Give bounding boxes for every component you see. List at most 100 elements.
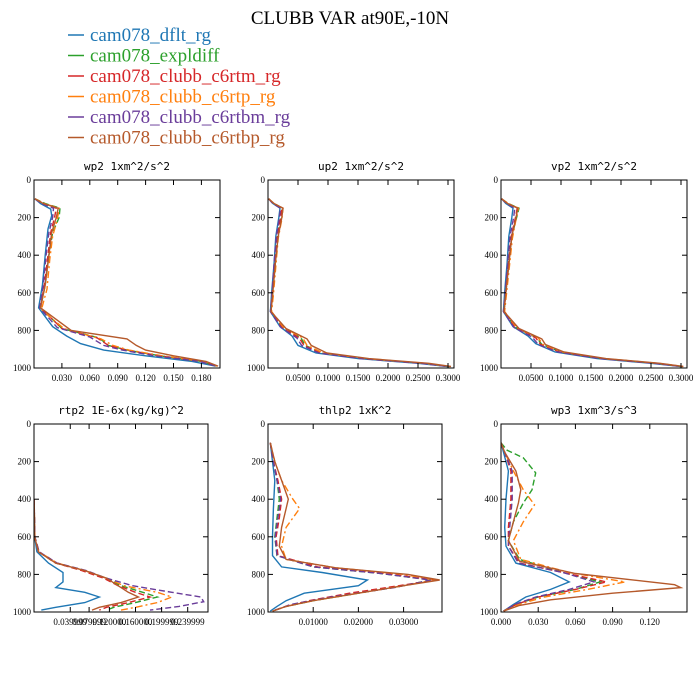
plot-frame — [267, 179, 455, 369]
x-tick-label: 0.199999 — [145, 617, 179, 627]
panel-4: rtp2 1E-6x(kg/kg)^2 0 200 400 600 800 1000 0.03… — [13, 404, 209, 627]
series-line-1 — [34, 198, 216, 367]
series-line-1 — [501, 442, 571, 612]
legend-label: cam078_clubb_c6rtp_rg — [90, 87, 276, 108]
y-tick-label: 1000 — [247, 363, 266, 373]
legend-label: cam078_clubb_c6rtm_rg — [90, 66, 281, 87]
x-tick-label: 0.1000 — [316, 373, 341, 383]
y-tick-label: 600 — [485, 288, 499, 298]
y-tick-label: 0 — [261, 175, 266, 185]
panel-title: thlp2 1xK^2 — [319, 404, 392, 417]
y-tick-label: 400 — [485, 250, 499, 260]
x-tick-label: 0.079999 — [72, 617, 106, 627]
y-tick-label: 200 — [18, 213, 32, 223]
y-tick-label: 0 — [27, 175, 32, 185]
y-tick-label: 400 — [18, 250, 32, 260]
y-tick-label: 200 — [252, 457, 266, 467]
legend-label: cam078_expldiff — [90, 46, 220, 67]
x-tick-label: 0.120000 — [93, 617, 127, 627]
legend-label: cam078_clubb_c6rtbp_rg — [90, 128, 285, 149]
x-tick-label: 0.1000 — [549, 373, 574, 383]
series-line-6 — [34, 499, 141, 611]
x-tick-label: 0.120 — [135, 373, 156, 383]
x-tick-label: 0.090 — [108, 373, 129, 383]
y-tick-label: 600 — [18, 288, 32, 298]
series-line-3 — [34, 499, 153, 611]
x-tick-label: 0.1500 — [346, 373, 371, 383]
series-line-5 — [501, 198, 682, 368]
x-tick-label: 0.239999 — [171, 617, 205, 627]
y-tick-label: 800 — [485, 325, 499, 335]
series-line-3 — [501, 442, 607, 612]
series-line-5 — [34, 198, 217, 367]
series-line-5 — [34, 499, 205, 611]
y-tick-label: 600 — [485, 532, 499, 542]
series-line-2 — [501, 198, 683, 368]
panel-2: up2 1xm^2/s^2 0 200 400 600 800 1000 0.0500 0.10… — [247, 160, 461, 383]
y-tick-label: 200 — [18, 457, 32, 467]
series-line-4 — [34, 499, 174, 611]
series-line-4 — [501, 442, 626, 612]
x-tick-label: 0.180 — [191, 373, 212, 383]
series-group — [268, 198, 452, 368]
y-tick-label: 200 — [252, 213, 266, 223]
x-tick-label: 0.2500 — [639, 373, 664, 383]
series-group — [269, 442, 440, 612]
series-line-1 — [268, 198, 449, 368]
panel-title: up2 1xm^2/s^2 — [318, 160, 404, 173]
y-tick-label: 1000 — [13, 363, 32, 373]
plot-frame — [33, 179, 221, 369]
series-line-5 — [501, 442, 597, 612]
x-tick-label: 0.120 — [640, 617, 661, 627]
y-tick-label: 600 — [252, 532, 266, 542]
series-line-6 — [501, 198, 684, 368]
series-line-2 — [34, 198, 217, 367]
series-line-3 — [501, 198, 682, 368]
series-line-2 — [501, 442, 603, 612]
y-tick-label: 800 — [18, 325, 32, 335]
plot-frame — [500, 179, 688, 369]
x-tick-label: 0.030 — [528, 617, 549, 627]
panel-3: vp2 1xm^2/s^2 0 200 400 600 800 1000 0.0500 0.10… — [480, 160, 694, 383]
panel-1: wp2 1xm^2/s^2 0 200 400 600 800 1000 0.030 0.060… — [13, 160, 221, 383]
y-tick-label: 0 — [494, 175, 499, 185]
panel-5: thlp2 1xK^2 0 200 400 600 800 1000 0.01000 0.020… — [247, 404, 443, 627]
series-line-6 — [501, 442, 684, 612]
x-tick-label: 0.060 — [80, 373, 101, 383]
plot-frame — [500, 423, 688, 613]
panel-title: wp3 1xm^3/s^3 — [551, 404, 637, 417]
x-tick-label: 0.030 — [52, 373, 73, 383]
x-tick-label: 0.039999 — [53, 617, 87, 627]
series-line-6 — [34, 198, 219, 367]
x-tick-label: 0.1500 — [579, 373, 604, 383]
series-line-4 — [501, 198, 683, 368]
series-line-3 — [34, 198, 217, 367]
plot-frame — [33, 423, 209, 613]
y-tick-label: 400 — [485, 494, 499, 504]
y-tick-label: 1000 — [247, 607, 266, 617]
panels: wp2 1xm^2/s^2 0 200 400 600 800 1000 0.030 0.060… — [13, 160, 694, 627]
y-tick-label: 800 — [252, 325, 266, 335]
x-tick-label: 0.3000 — [669, 373, 694, 383]
plot-frame — [267, 423, 443, 613]
x-tick-label: 0.2000 — [376, 373, 401, 383]
series-line-1 — [269, 442, 370, 612]
y-tick-label: 1000 — [480, 363, 499, 373]
series-line-6 — [268, 198, 452, 368]
y-tick-label: 0 — [261, 419, 266, 429]
y-tick-label: 1000 — [13, 607, 32, 617]
series-line-6 — [269, 442, 440, 612]
panel-title: rtp2 1E-6x(kg/kg)^2 — [58, 404, 184, 417]
y-tick-label: 0 — [27, 419, 32, 429]
panel-title: vp2 1xm^2/s^2 — [551, 160, 637, 173]
x-tick-label: 0.03000 — [389, 617, 419, 627]
legend-label: cam078_dflt_rg — [90, 25, 212, 46]
y-tick-label: 200 — [485, 213, 499, 223]
series-group — [501, 198, 684, 368]
x-tick-label: 0.0500 — [519, 373, 544, 383]
series-line-1 — [501, 198, 682, 368]
series-group — [34, 499, 205, 611]
x-tick-label: 0.3000 — [436, 373, 461, 383]
y-tick-label: 800 — [252, 569, 266, 579]
